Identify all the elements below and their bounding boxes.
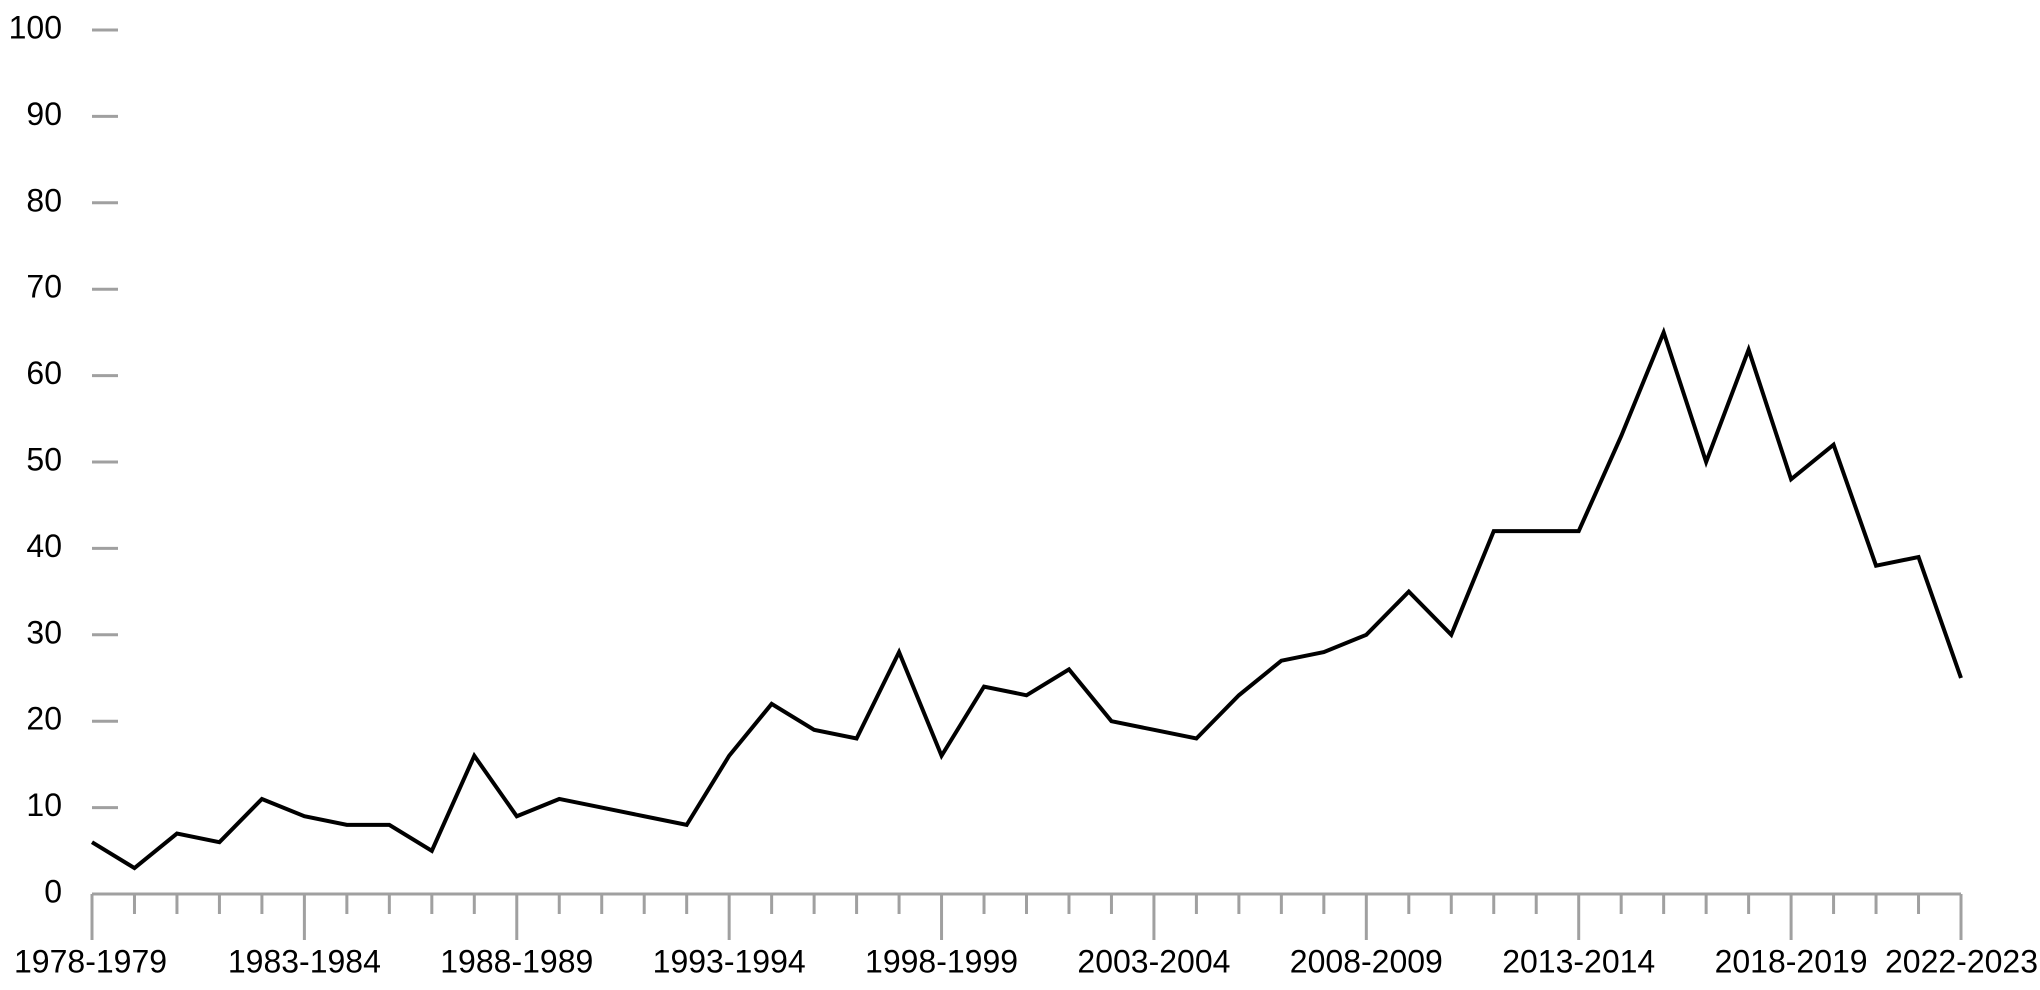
- y-tick-label: 10: [26, 787, 62, 823]
- x-tick-label: 1993-1994: [653, 943, 806, 979]
- y-tick-label: 40: [26, 528, 62, 564]
- y-tick-label: 20: [26, 701, 62, 737]
- y-tick-label: 80: [26, 182, 62, 218]
- x-tick-label: 2013-2014: [1502, 943, 1655, 979]
- x-tick-label: 1998-1999: [865, 943, 1018, 979]
- x-tick-label: 2008-2009: [1290, 943, 1443, 979]
- y-tick-label: 30: [26, 614, 62, 650]
- y-tick-label: 70: [26, 269, 62, 305]
- x-tick-label: 1988-1989: [440, 943, 593, 979]
- y-tick-label: 50: [26, 441, 62, 477]
- y-tick-label: 90: [26, 96, 62, 132]
- data-line: [90, 326, 1963, 871]
- x-tick-label: 2018-2019: [1715, 943, 1868, 979]
- y-tick-label: 100: [9, 9, 62, 45]
- x-tick-label: 1978-1979: [14, 943, 167, 979]
- x-tick-label: 2022-2023: [1885, 943, 2038, 979]
- x-tick-label: 1983-1984: [228, 943, 381, 979]
- y-tick-label: 0: [44, 873, 62, 909]
- x-tick-label: 2003-2004: [1077, 943, 1230, 979]
- y-tick-label: 60: [26, 355, 62, 391]
